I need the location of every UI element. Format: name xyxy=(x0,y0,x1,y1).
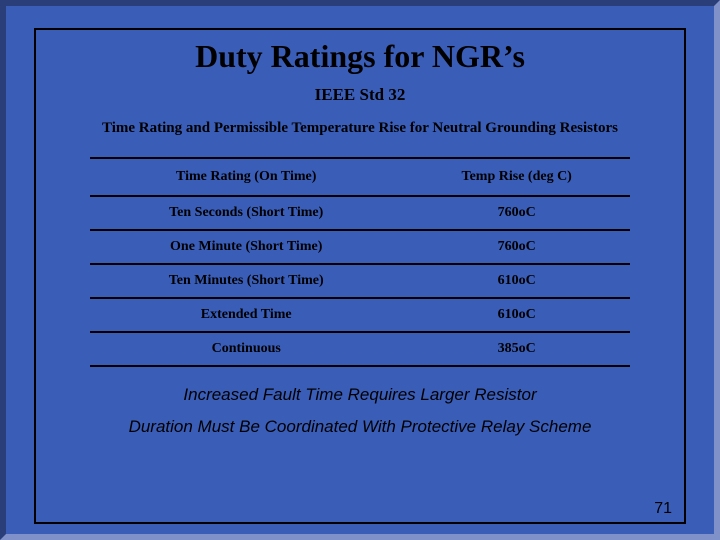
cell-temp: 760oC xyxy=(403,196,631,230)
cell-temp: 610oC xyxy=(403,298,631,332)
cell-time: Ten Minutes (Short Time) xyxy=(90,264,403,298)
cell-time: Ten Seconds (Short Time) xyxy=(90,196,403,230)
ratings-table: Time Rating (On Time) Temp Rise (deg C) … xyxy=(90,157,631,367)
cell-time: Extended Time xyxy=(90,298,403,332)
cell-time: One Minute (Short Time) xyxy=(90,230,403,264)
slide-title: Duty Ratings for NGR’s xyxy=(38,38,682,75)
cell-temp: 610oC xyxy=(403,264,631,298)
table-row: Continuous 385oC xyxy=(90,332,631,366)
table-title: Time Rating and Permissible Temperature … xyxy=(38,119,682,139)
table-row: Extended Time 610oC xyxy=(90,298,631,332)
table-header-row: Time Rating (On Time) Temp Rise (deg C) xyxy=(90,158,631,196)
col-header-time: Time Rating (On Time) xyxy=(90,158,403,196)
cell-temp: 385oC xyxy=(403,332,631,366)
cell-time: Continuous xyxy=(90,332,403,366)
slide-frame: Duty Ratings for NGR’s IEEE Std 32 Time … xyxy=(34,28,686,524)
col-header-temp: Temp Rise (deg C) xyxy=(403,158,631,196)
footnote-2: Duration Must Be Coordinated With Protec… xyxy=(38,417,682,437)
table-row: One Minute (Short Time) 760oC xyxy=(90,230,631,264)
table-row: Ten Minutes (Short Time) 610oC xyxy=(90,264,631,298)
table-row: Ten Seconds (Short Time) 760oC xyxy=(90,196,631,230)
page-number: 71 xyxy=(654,500,672,518)
slide-subtitle: IEEE Std 32 xyxy=(38,85,682,105)
cell-temp: 760oC xyxy=(403,230,631,264)
footnote-1: Increased Fault Time Requires Larger Res… xyxy=(38,385,682,405)
